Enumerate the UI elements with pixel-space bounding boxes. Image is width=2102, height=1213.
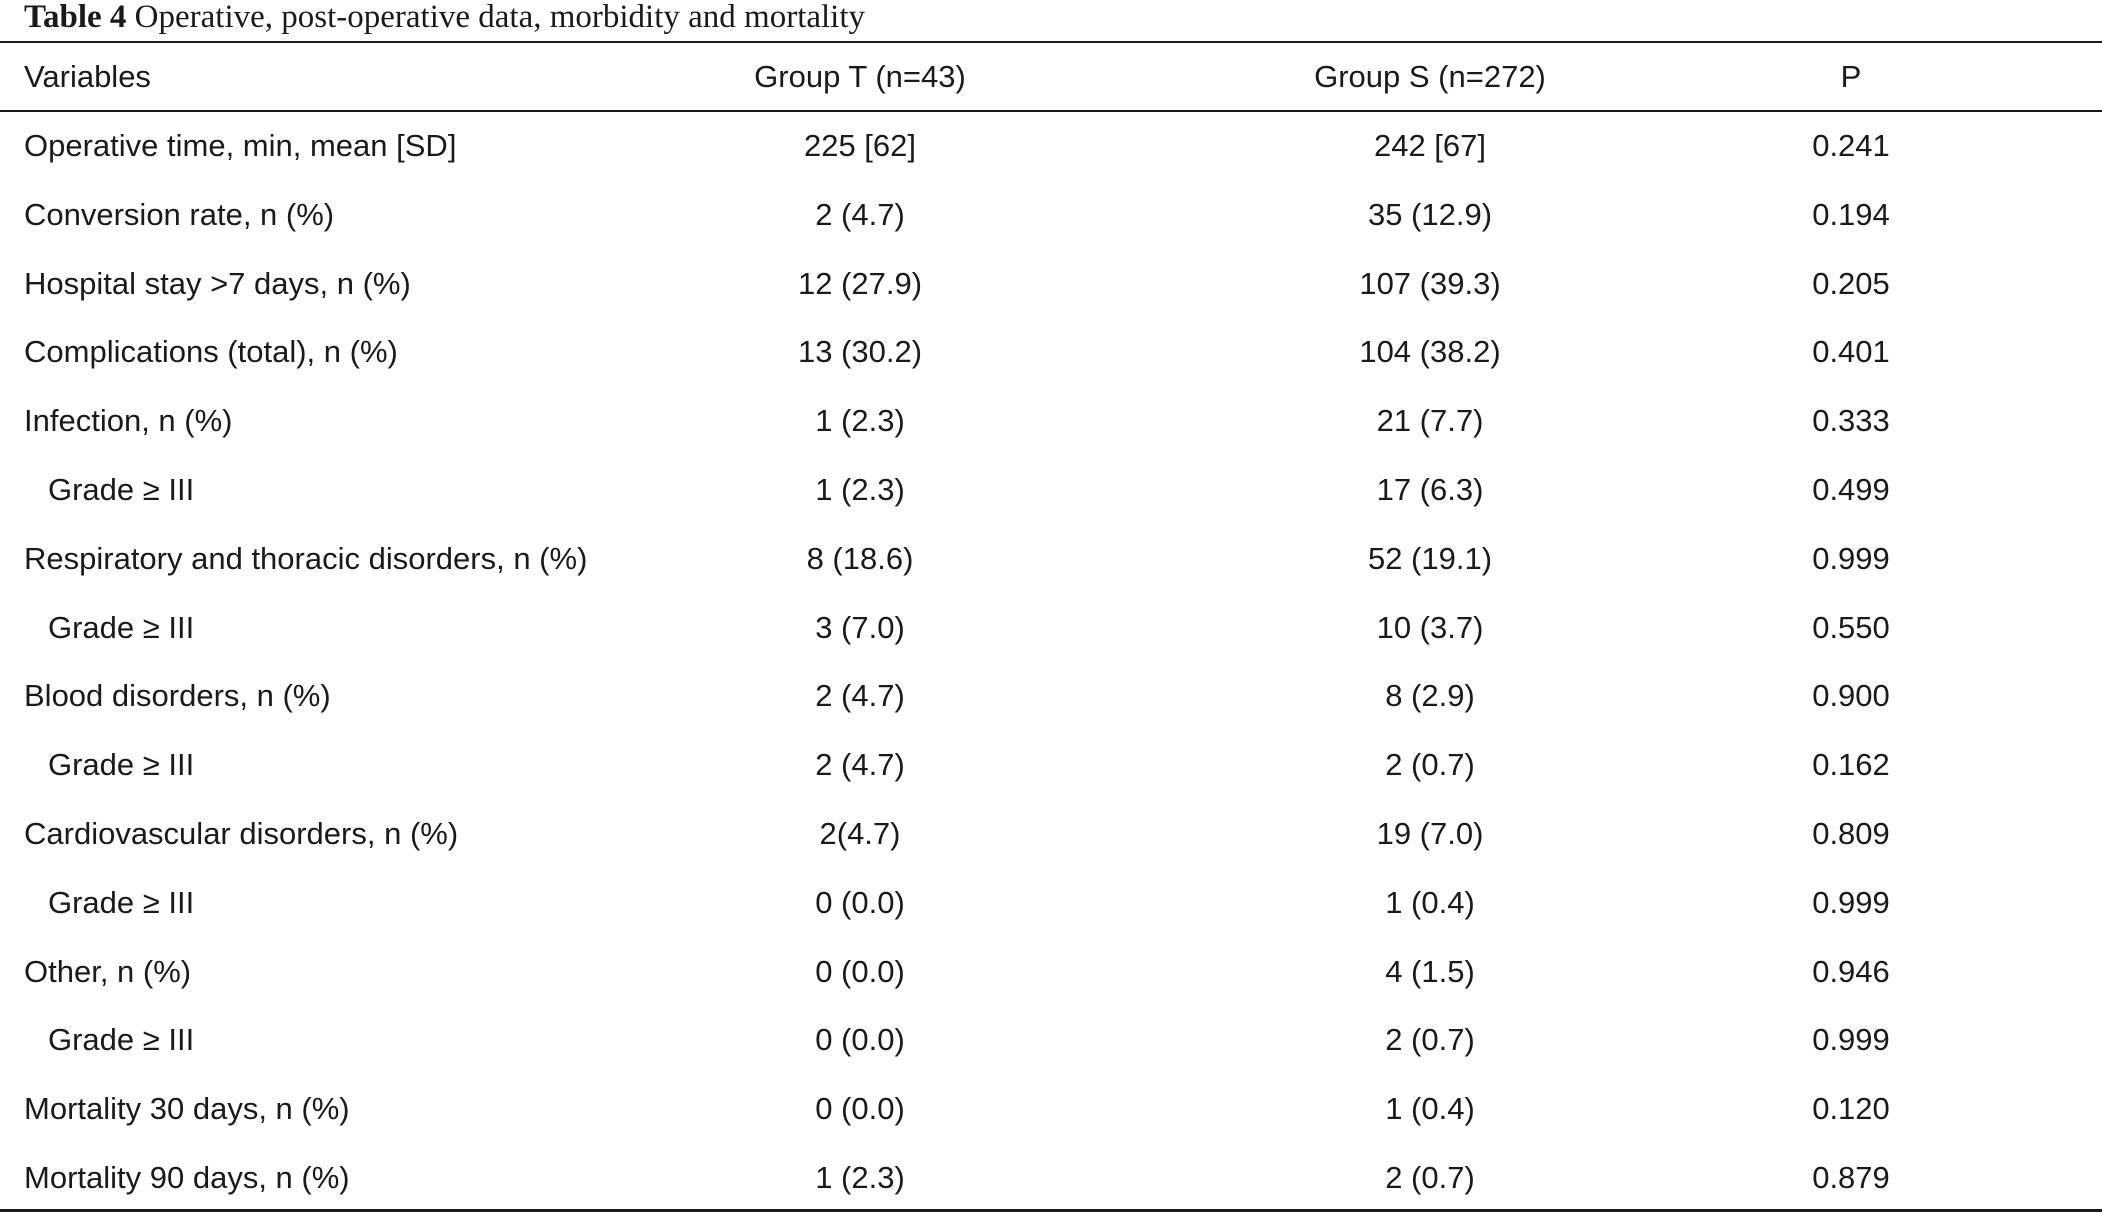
cell-group-t: 1 (2.3) xyxy=(815,403,905,439)
cell-p-value: 0.205 xyxy=(1812,265,1890,301)
table-row: Other, n (%) 0 (0.0) 4 (1.5) 0.946 xyxy=(0,938,2102,1007)
table-row: Cardiovascular disorders, n (%) 2(4.7) 19 … xyxy=(0,800,2102,869)
table-row: Conversion rate, n (%) 2 (4.7) 35 (12.9) 0.… xyxy=(0,181,2102,250)
cell-variable: Complications (total), n (%) xyxy=(24,334,398,370)
table-row: Grade ≥ III 0 (0.0) 2 (0.7) 0.999 xyxy=(0,1006,2102,1075)
cell-variable: Cardiovascular disorders, n (%) xyxy=(24,815,459,851)
cell-p-value: 0.879 xyxy=(1812,1159,1890,1195)
cell-group-s: 4 (1.5) xyxy=(1385,953,1475,989)
cell-variable: Respiratory and thoracic disorders, n (%… xyxy=(24,540,588,576)
cell-group-s: 1 (0.4) xyxy=(1385,1091,1475,1127)
cell-p-value: 0.499 xyxy=(1812,471,1890,507)
cell-p-value: 0.162 xyxy=(1812,747,1890,783)
cell-p-value: 0.809 xyxy=(1812,815,1890,851)
table-body: Operative time, min, mean [SD] 225 [62] 24… xyxy=(0,112,2102,1213)
cell-p-value: 0.550 xyxy=(1812,609,1890,645)
cell-p-value: 0.194 xyxy=(1812,196,1890,232)
cell-group-s: 35 (12.9) xyxy=(1367,196,1493,232)
table-header: Variables Group T (n=43) Group S (n=272)… xyxy=(0,43,2102,110)
cell-group-t: 3 (7.0) xyxy=(815,609,905,645)
table-row: Grade ≥ III 3 (7.0) 10 (3.7) 0.550 xyxy=(0,594,2102,663)
cell-variable: Operative time, min, mean [SD] xyxy=(24,128,457,163)
cell-variable: Grade ≥ III xyxy=(48,471,195,507)
cell-group-s: 1 (0.4) xyxy=(1385,884,1475,920)
cell-variable: Mortality 30 days, n (%) xyxy=(24,1091,350,1127)
table-bottom-rule xyxy=(0,1209,2102,1212)
cell-variable: Mortality 90 days, n (%) xyxy=(24,1159,350,1195)
header-group-s: Group S (n=272) xyxy=(1314,59,1546,94)
cell-p-value: 0.999 xyxy=(1812,1022,1890,1058)
cell-group-s: 2 (0.7) xyxy=(1385,1022,1475,1058)
cell-variable: Grade ≥ III xyxy=(48,609,195,645)
table-row: Mortality 90 days, n (%) 1 (2.3) 2 (0.7) 0.… xyxy=(0,1144,2102,1213)
cell-variable: Blood disorders, n (%) xyxy=(24,678,331,714)
cell-group-t: 1 (2.3) xyxy=(815,471,905,507)
cell-variable: Grade ≥ III xyxy=(48,884,195,920)
cell-group-t: 2 (4.7) xyxy=(815,678,905,714)
cell-p-value: 0.946 xyxy=(1812,953,1890,989)
cell-p-value: 0.120 xyxy=(1812,1091,1890,1127)
cell-variable: Hospital stay >7 days, n (%) xyxy=(24,265,411,301)
cell-group-t: 0 (0.0) xyxy=(815,1022,905,1058)
cell-group-s: 8 (2.9) xyxy=(1385,678,1475,714)
cell-p-value: 0.333 xyxy=(1812,403,1890,439)
cell-group-t: 225 [62] xyxy=(803,128,917,163)
cell-p-value: 0.999 xyxy=(1812,540,1890,576)
cell-p-value: 0.900 xyxy=(1812,678,1890,714)
cell-variable: Grade ≥ III xyxy=(48,1022,195,1058)
header-group-t: Group T (n=43) xyxy=(754,59,966,94)
table-row: Infection, n (%) 1 (2.3) 21 (7.7) 0.333 xyxy=(0,387,2102,456)
table-row: Grade ≥ III 1 (2.3) 17 (6.3) 0.499 xyxy=(0,456,2102,525)
cell-group-s: 19 (7.0) xyxy=(1376,815,1484,851)
header-variables: Variables xyxy=(24,59,151,94)
cell-group-s: 10 (3.7) xyxy=(1376,609,1484,645)
cell-variable: Infection, n (%) xyxy=(24,403,233,439)
table-row: Hospital stay >7 days, n (%) 12 (27.9) 107… xyxy=(0,250,2102,319)
cell-group-t: 0 (0.0) xyxy=(815,884,905,920)
cell-p-value: 0.401 xyxy=(1812,334,1890,370)
cell-group-t: 2 (4.7) xyxy=(815,196,905,232)
cell-group-s: 104 (38.2) xyxy=(1359,334,1501,370)
table-row: Complications (total), n (%) 13 (30.2) 104… xyxy=(0,318,2102,387)
cell-group-t: 2(4.7) xyxy=(819,815,901,851)
cell-group-s: 242 [67] xyxy=(1373,128,1487,163)
cell-group-s: 17 (6.3) xyxy=(1376,471,1484,507)
cell-group-t: 1 (2.3) xyxy=(815,1159,905,1195)
cell-group-t: 0 (0.0) xyxy=(815,1091,905,1127)
table-row: Grade ≥ III 0 (0.0) 1 (0.4) 0.999 xyxy=(0,869,2102,938)
table-header-rule xyxy=(0,110,2102,112)
table-caption-text: Operative, post-operative data, morbidit… xyxy=(134,0,866,35)
table-top-rule xyxy=(0,41,2102,43)
cell-group-t: 8 (18.6) xyxy=(806,540,914,576)
header-p: P xyxy=(1840,59,1862,94)
cell-group-s: 107 (39.3) xyxy=(1359,265,1501,301)
table-row: Blood disorders, n (%) 2 (4.7) 8 (2.9) 0.90… xyxy=(0,662,2102,731)
table-row: Operative time, min, mean [SD] 225 [62] 24… xyxy=(0,112,2102,181)
table-row: Respiratory and thoracic disorders, n (%… xyxy=(0,525,2102,594)
cell-p-value: 0.241 xyxy=(1812,128,1890,163)
header-row: Variables Group T (n=43) Group S (n=272)… xyxy=(0,43,2102,110)
cell-group-t: 12 (27.9) xyxy=(797,265,923,301)
table-caption: Table 4 Operative, post-operative data, … xyxy=(24,0,865,40)
cell-p-value: 0.999 xyxy=(1812,884,1890,920)
table-caption-label: Table 4 xyxy=(24,0,127,35)
cell-group-t: 13 (30.2) xyxy=(797,334,923,370)
cell-group-s: 21 (7.7) xyxy=(1376,403,1484,439)
cell-variable: Conversion rate, n (%) xyxy=(24,196,335,232)
cell-group-s: 52 (19.1) xyxy=(1367,540,1493,576)
table-row: Mortality 30 days, n (%) 0 (0.0) 1 (0.4) 0.… xyxy=(0,1075,2102,1144)
cell-group-t: 2 (4.7) xyxy=(815,747,905,783)
cell-group-s: 2 (0.7) xyxy=(1385,1159,1475,1195)
cell-group-s: 2 (0.7) xyxy=(1385,747,1475,783)
cell-variable: Other, n (%) xyxy=(24,953,192,989)
table-row: Grade ≥ III 2 (4.7) 2 (0.7) 0.162 xyxy=(0,731,2102,800)
cell-variable: Grade ≥ III xyxy=(48,747,195,783)
cell-group-t: 0 (0.0) xyxy=(815,953,905,989)
